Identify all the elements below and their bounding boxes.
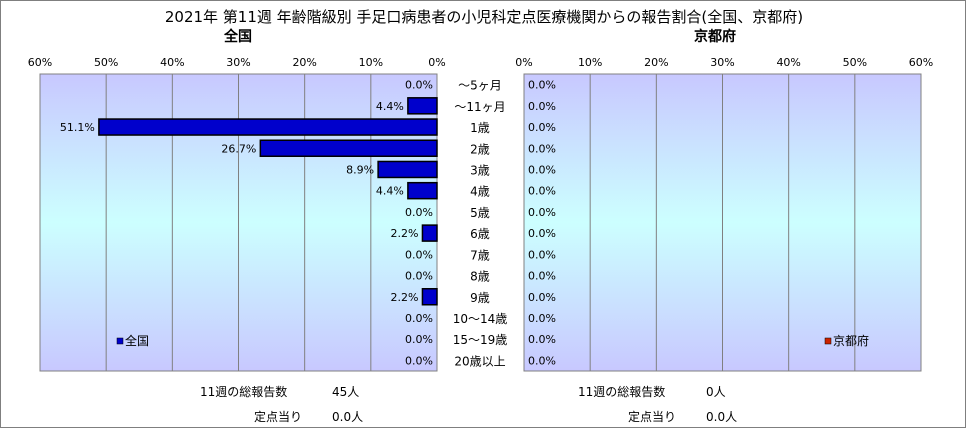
kyoto-data-label: 0.0% (528, 227, 556, 240)
category-label: 7歳 (470, 248, 490, 262)
category-label: ～5ヶ月 (458, 79, 502, 93)
kyoto-data-label: 0.0% (528, 79, 556, 92)
chart-title: 2021年 第11週 年齢階級別 手足口病患者の小児科定点医療機関からの報告割合… (164, 8, 804, 26)
kyoto-legend-label: 京都府 (833, 333, 869, 348)
category-label: 4歳 (470, 185, 490, 199)
kyoto-tick-label: 20% (644, 56, 668, 69)
national-bar (421, 224, 438, 242)
national-data-label: 2.2% (390, 227, 418, 240)
national-tick-label: 60% (28, 56, 52, 69)
kyoto-total-label: 11週の総報告数 (578, 385, 666, 399)
national-data-label: 0.0% (405, 79, 433, 92)
national-tick-label: 40% (160, 56, 184, 69)
national-data-label: 0.0% (405, 354, 433, 367)
kyoto-tick-label: 40% (776, 56, 800, 69)
kyoto-data-label: 0.0% (528, 121, 556, 134)
kyoto-data-label: 0.0% (528, 291, 556, 304)
kyoto-data-label: 0.0% (528, 333, 556, 346)
national-data-label: 0.0% (405, 206, 433, 219)
national-data-label: 51.1% (60, 121, 95, 134)
national-bar (259, 139, 438, 157)
kyoto-data-label: 0.0% (528, 312, 556, 325)
national-data-label: 0.0% (405, 248, 433, 261)
kyoto-data-label: 0.0% (528, 248, 556, 261)
kyoto-panel-title: 京都府 (694, 29, 736, 45)
national-tick-label: 0% (428, 56, 445, 69)
kyoto-total-value: 0人 (706, 385, 726, 399)
national-data-label: 4.4% (376, 100, 404, 113)
category-label: 20歳以上 (454, 354, 505, 368)
kyoto-data-label: 0.0% (528, 185, 556, 198)
national-tick-label: 20% (292, 56, 316, 69)
kyoto-tick-label: 60% (909, 56, 933, 69)
kyoto-per-value: 0.0人 (706, 410, 738, 424)
national-bar (407, 181, 438, 200)
national-per-value: 0.0人 (332, 410, 364, 424)
national-bar (407, 97, 438, 115)
national-tick-label: 50% (94, 56, 118, 69)
kyoto-tick-label: 0% (515, 56, 532, 69)
national-tick-label: 10% (359, 56, 383, 69)
kyoto-data-label: 0.0% (528, 354, 556, 367)
national-data-label: 2.2% (390, 291, 418, 304)
national-data-label: 0.0% (405, 312, 433, 325)
category-label: 1歳 (470, 121, 490, 135)
category-label: 2歳 (470, 142, 490, 156)
category-label: 6歳 (470, 227, 490, 241)
national-bar (98, 118, 438, 136)
national-data-label: 0.0% (405, 270, 433, 283)
national-total-value: 45人 (332, 385, 360, 399)
kyoto-tick-label: 30% (710, 56, 734, 69)
kyoto-tick-label: 50% (843, 56, 867, 69)
kyoto-data-label: 0.0% (528, 206, 556, 219)
national-legend-label: 全国 (125, 333, 149, 348)
kyoto-data-label: 0.0% (528, 163, 556, 176)
category-label: 9歳 (470, 291, 490, 305)
national-bar (377, 160, 438, 179)
national-data-label: 8.9% (346, 163, 374, 176)
category-label: 3歳 (470, 163, 490, 177)
kyoto-data-label: 0.0% (528, 100, 556, 113)
national-tick-label: 30% (226, 56, 250, 69)
category-label: 8歳 (470, 270, 490, 284)
category-label: 15～19歳 (453, 333, 508, 347)
national-data-label: 0.0% (405, 333, 433, 346)
category-label: 5歳 (470, 206, 490, 220)
category-label: ～11ヶ月 (454, 100, 505, 114)
national-legend-swatch (116, 337, 124, 345)
national-bar (421, 288, 438, 306)
national-data-label: 4.4% (376, 185, 404, 198)
kyoto-tick-label: 10% (578, 56, 602, 69)
national-per-label: 定点当り (254, 410, 303, 424)
kyoto-legend-swatch (824, 337, 832, 345)
national-data-label: 26.7% (221, 142, 256, 155)
category-label: 10～14歳 (453, 312, 508, 326)
kyoto-data-label: 0.0% (528, 270, 556, 283)
kyoto-per-label: 定点当り (628, 410, 677, 424)
kyoto-data-label: 0.0% (528, 142, 556, 155)
national-panel-title: 全国 (224, 29, 252, 45)
national-total-label: 11週の総報告数 (200, 385, 288, 399)
